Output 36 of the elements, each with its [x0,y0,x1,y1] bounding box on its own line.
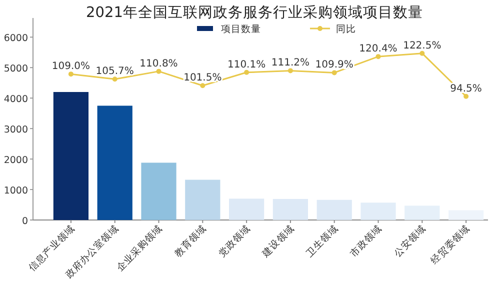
x-tick-label: 经贸委领域 [428,222,472,266]
x-tick-label: 建设领域 [259,222,297,260]
y-tick-label: 6000 [4,33,28,44]
data-label: 120.4% [359,44,398,55]
y-tick-label: 3000 [4,124,28,136]
data-label: 110.8% [140,58,178,70]
point [288,68,293,74]
y-tick-label: 4000 [4,94,28,106]
x-tick-label: 党政领域 [216,222,253,260]
point [376,54,381,60]
x-tick-label: 公安领域 [392,222,428,260]
point [200,83,206,88]
data-label: 122.5% [403,40,442,52]
point [68,72,74,77]
point [112,76,118,82]
chart-title: 2021年全国互联网政务服务行业采购领域项目数量 [86,4,423,21]
x-tick-label: 市政领域 [348,222,384,260]
legend-label: 项目数量 [221,24,261,35]
point [244,70,250,75]
y-tick-label: 5000 [4,64,28,75]
point [464,94,469,99]
y-tick-label: 1000 [4,186,28,197]
point [156,68,162,74]
legend-label: 同比 [336,23,356,35]
data-label: 109.0% [52,61,90,72]
data-label: 110.1% [227,59,266,70]
y-tick-label: 0 [22,216,28,227]
x-tick-label: 卫生领域 [304,222,340,260]
data-label: 101.5% [184,72,222,84]
point [332,70,337,76]
data-label: 111.2% [271,58,310,69]
data-label: 105.7% [96,66,134,78]
point [420,50,425,56]
data-label: 109.9% [315,60,354,71]
x-tick-label: 教育领域 [172,222,209,260]
y-tick-label: 2000 [4,155,28,166]
